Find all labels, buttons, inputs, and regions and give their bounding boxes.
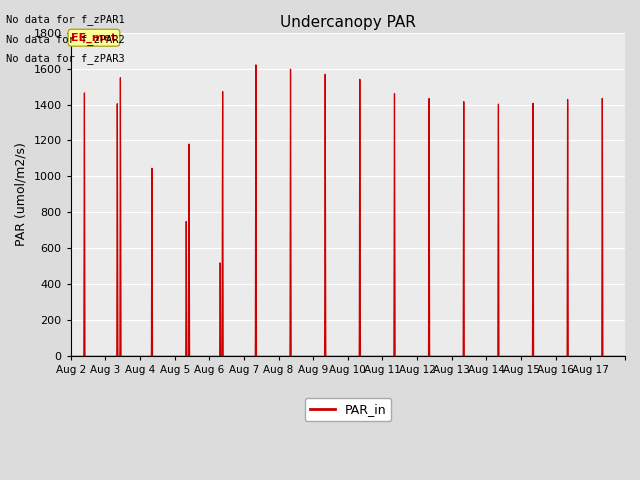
Text: EE_met: EE_met bbox=[72, 33, 116, 43]
Title: Undercanopy PAR: Undercanopy PAR bbox=[280, 15, 416, 30]
Text: No data for f_zPAR2: No data for f_zPAR2 bbox=[6, 34, 125, 45]
Text: No data for f_zPAR3: No data for f_zPAR3 bbox=[6, 53, 125, 64]
Text: No data for f_zPAR1: No data for f_zPAR1 bbox=[6, 14, 125, 25]
Y-axis label: PAR (umol/m2/s): PAR (umol/m2/s) bbox=[15, 143, 28, 246]
Legend: PAR_in: PAR_in bbox=[305, 398, 391, 421]
